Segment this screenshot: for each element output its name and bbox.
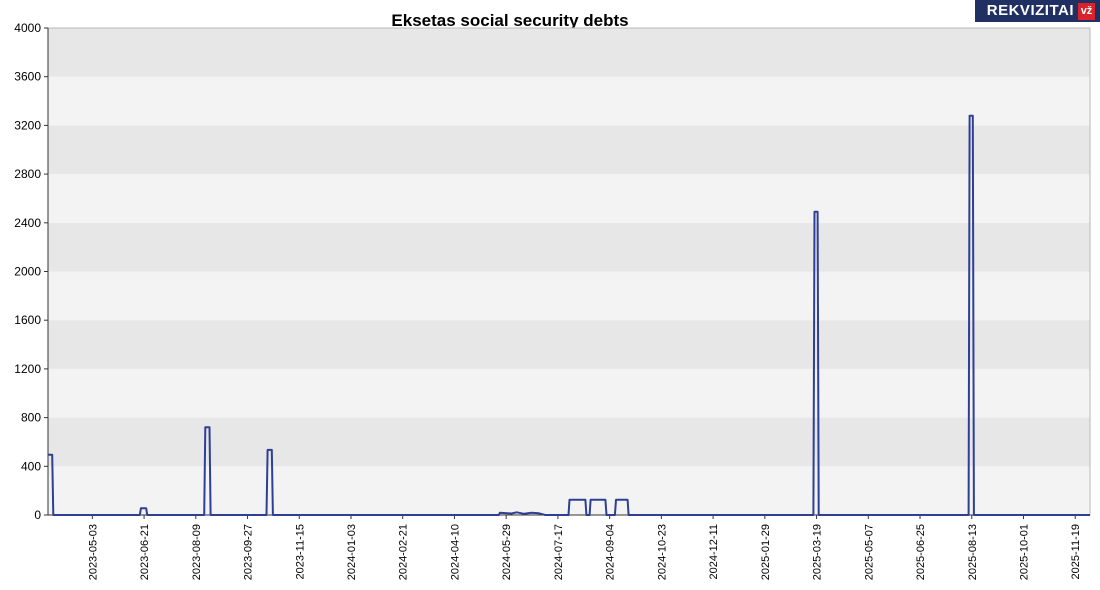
x-tick-label: 2025-10-01 <box>1018 524 1030 580</box>
y-tick-label: 2000 <box>14 265 41 279</box>
x-tick-label: 2025-11-19 <box>1070 524 1082 579</box>
x-tick-label: 2023-11-15 <box>294 524 306 579</box>
plot-band <box>48 368 1090 418</box>
y-tick-label: 800 <box>21 411 41 425</box>
y-tick-label: 4000 <box>14 21 41 35</box>
y-tick-label: 2800 <box>14 167 41 181</box>
x-tick-label: 2024-09-04 <box>605 524 617 580</box>
vz-badge-icon: vž <box>1078 2 1095 20</box>
rekvizitai-logo[interactable]: REKVIZITAI vž <box>974 0 1100 22</box>
plot-band <box>48 174 1090 223</box>
x-tick-label: 2023-05-03 <box>87 524 99 580</box>
y-tick-label: 1200 <box>14 362 41 376</box>
plot-band <box>48 320 1090 369</box>
y-tick-label: 3600 <box>14 70 41 84</box>
x-tick-label: 2025-08-13 <box>967 524 979 580</box>
plot-band <box>48 125 1090 175</box>
x-tick-label: 2023-06-21 <box>139 524 151 580</box>
x-tick-label: 2023-08-09 <box>191 524 203 580</box>
x-tick-label: 2024-07-17 <box>553 524 565 580</box>
y-tick-label: 0 <box>34 508 41 522</box>
y-tick-label: 3200 <box>14 118 41 132</box>
x-tick-label: 2025-03-19 <box>812 524 824 580</box>
y-tick-label: 1600 <box>14 313 41 327</box>
x-tick-label: 2024-04-10 <box>449 524 461 580</box>
y-tick-label: 400 <box>21 459 41 473</box>
x-tick-label: 2024-10-23 <box>656 524 668 580</box>
plot-band <box>48 417 1090 467</box>
series-line <box>48 114 1090 516</box>
plot-band <box>48 76 1090 126</box>
y-tick-label: 2400 <box>14 216 41 230</box>
x-tick-label: 2024-02-21 <box>398 524 410 580</box>
rekvizitai-logo-text: REKVIZITAI <box>986 2 1074 19</box>
x-tick-label: 2025-05-07 <box>863 524 875 580</box>
chart-title: Eksetas social security debts <box>391 11 629 30</box>
x-tick-label: 2025-01-29 <box>760 524 772 580</box>
x-tick-label: 2024-12-11 <box>708 524 720 579</box>
x-tick-label: 2024-05-29 <box>501 524 513 580</box>
x-tick-label: 2023-09-27 <box>243 524 255 580</box>
x-tick-label: 2024-01-03 <box>346 524 358 580</box>
x-tick-label: 2025-06-25 <box>915 524 927 580</box>
plot-band <box>48 271 1090 321</box>
plot-band <box>48 28 1090 77</box>
plot-band <box>48 222 1090 272</box>
